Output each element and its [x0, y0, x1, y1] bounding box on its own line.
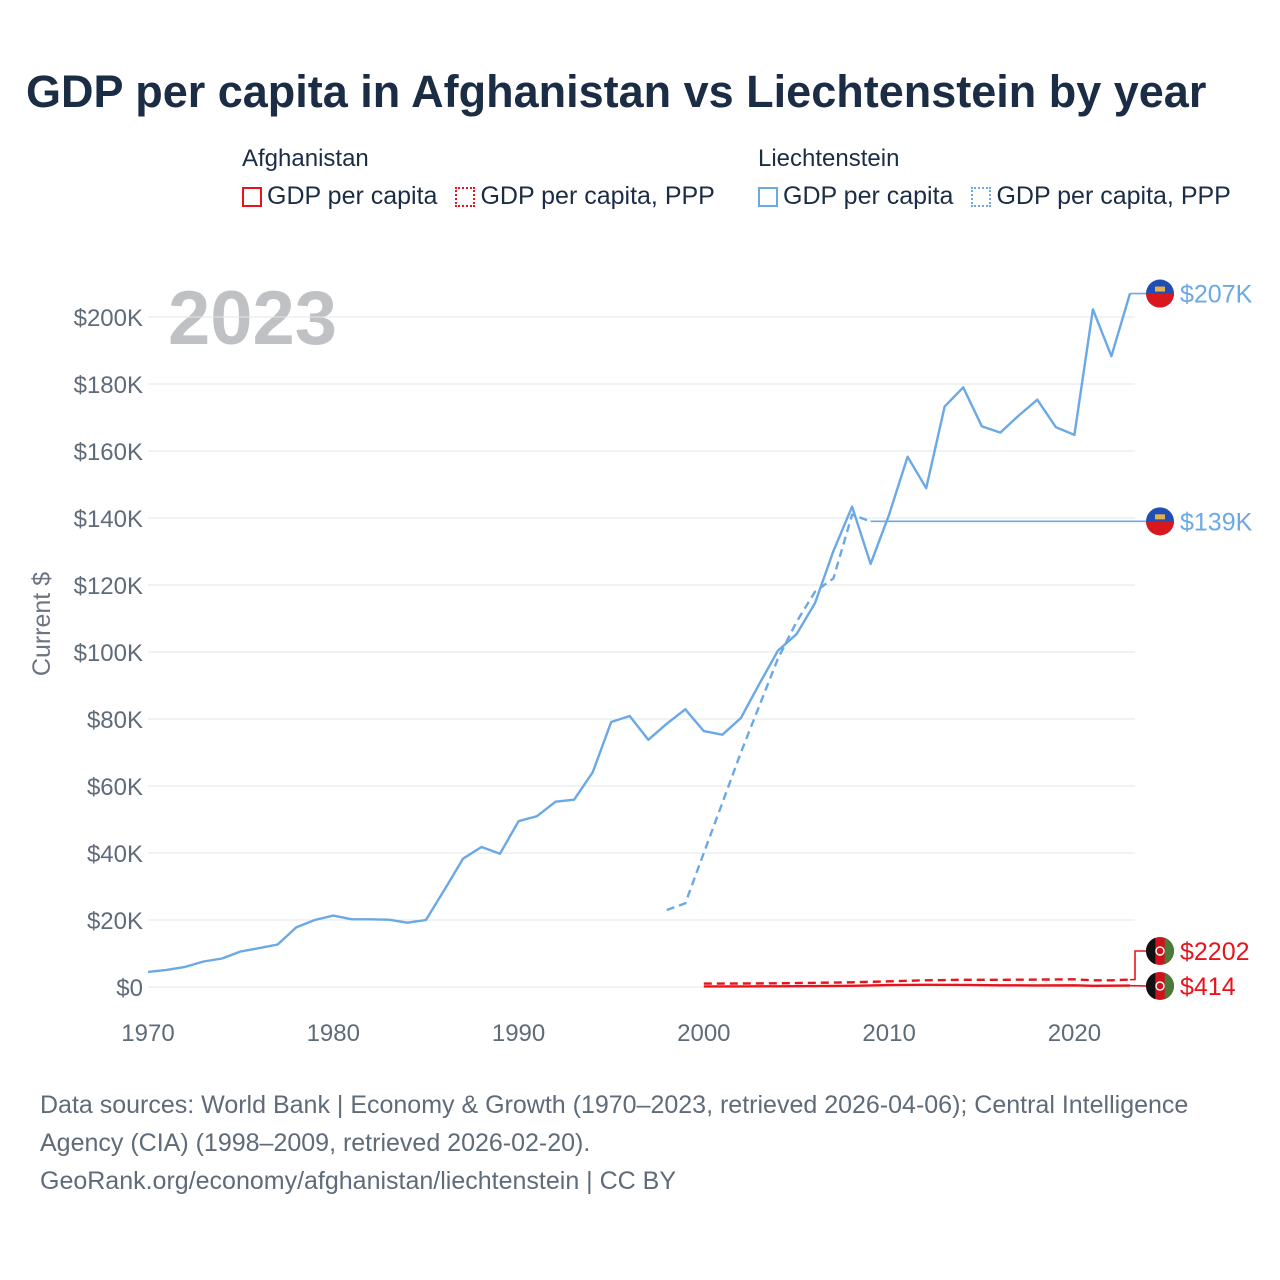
y-tick-label: $140K [74, 506, 143, 533]
end-label-lie-ppp: $139K [1180, 508, 1253, 536]
x-tick-label: 2010 [862, 1020, 915, 1047]
legend-liechtenstein: Liechtenstein GDP per capita GDP per cap… [758, 142, 1231, 211]
y-tick-label: $80K [87, 707, 143, 734]
x-axis: 1970 1980 1990 2000 2010 2020 [121, 1020, 1101, 1047]
series-lines [147, 292, 1148, 988]
y-tick-label: $200K [74, 305, 143, 332]
y-tick-label: $160K [74, 439, 143, 466]
legend-swatch-solid-icon [242, 186, 262, 207]
afghanistan-flag-icon [1146, 937, 1175, 965]
legend-liechtenstein-ppp[interactable]: GDP per capita, PPP [971, 182, 1231, 211]
legend-liechtenstein-gdp-label: GDP per capita [783, 182, 954, 210]
legend-afghanistan: Afghanistan GDP per capita GDP per capit… [242, 142, 715, 211]
x-tick-label: 1980 [307, 1020, 360, 1047]
legend-swatch-solid-icon [758, 186, 778, 207]
legend-afghanistan-gdp[interactable]: GDP per capita [242, 182, 437, 211]
y-axis: $0 $20K $40K $60K $80K $100K $120K $140K $160K $1… [74, 305, 143, 1002]
lie-gdp-line [147, 293, 1132, 974]
legend-liechtenstein-ppp-label: GDP per capita, PPP [996, 182, 1231, 210]
y-tick-label: $40K [87, 841, 143, 868]
y-tick-label: $180K [74, 372, 143, 399]
lie-ppp-line [666, 513, 872, 912]
afg-ppp-connector [1129, 950, 1146, 981]
legend-swatch-dotted-icon [971, 186, 992, 207]
legend-liechtenstein-gdp[interactable]: GDP per capita [758, 182, 953, 211]
legend-afghanistan-ppp-label: GDP per capita, PPP [480, 182, 715, 210]
end-label-afg-gdp: $414 [1180, 973, 1236, 1001]
chart-title: GDP per capita in Afghanistan vs Liechte… [26, 66, 1207, 117]
year-watermark: 2023 [168, 276, 337, 361]
afg-ppp-line [703, 978, 1131, 985]
legend-swatch-dotted-icon [455, 186, 476, 207]
liechtenstein-flag-icon [1146, 507, 1174, 536]
y-axis-label: Current $ [28, 572, 56, 676]
legend-afghanistan-ppp[interactable]: GDP per capita, PPP [455, 182, 715, 211]
end-labels: $207K $139K $2202 $414 [1129, 279, 1253, 1001]
legend-liechtenstein-title: Liechtenstein [758, 145, 900, 172]
credit-link[interactable]: GeoRank.org/economy/afghanistan/liechten… [40, 1167, 677, 1195]
footer: Data sources: World Bank | Economy & Gro… [40, 1086, 1240, 1200]
legend-afghanistan-gdp-label: GDP per capita [267, 182, 438, 210]
line-chart: 2023 $0 $20K $40K $60K $80K $100K $120K $140K $1… [28, 276, 1253, 1047]
end-label-afg-ppp: $2202 [1180, 938, 1250, 966]
y-tick-label: $120K [74, 573, 143, 600]
afg-gdp-line [703, 983, 1131, 988]
legend-afghanistan-title: Afghanistan [242, 145, 369, 172]
x-tick-label: 2020 [1048, 1020, 1101, 1047]
afghanistan-flag-icon [1146, 972, 1175, 1000]
x-tick-label: 1970 [121, 1020, 174, 1047]
end-label-lie-gdp: $207K [1180, 281, 1253, 309]
y-tick-label: $20K [87, 908, 143, 935]
y-tick-label: $100K [74, 640, 143, 667]
liechtenstein-flag-icon [1146, 279, 1174, 308]
x-tick-label: 2000 [677, 1020, 730, 1047]
data-sources: Data sources: World Bank | Economy & Gro… [40, 1091, 1189, 1157]
x-tick-label: 1990 [492, 1020, 545, 1047]
y-tick-label: $60K [87, 774, 143, 801]
y-tick-label: $0 [116, 975, 143, 1002]
gridlines [148, 316, 1135, 988]
